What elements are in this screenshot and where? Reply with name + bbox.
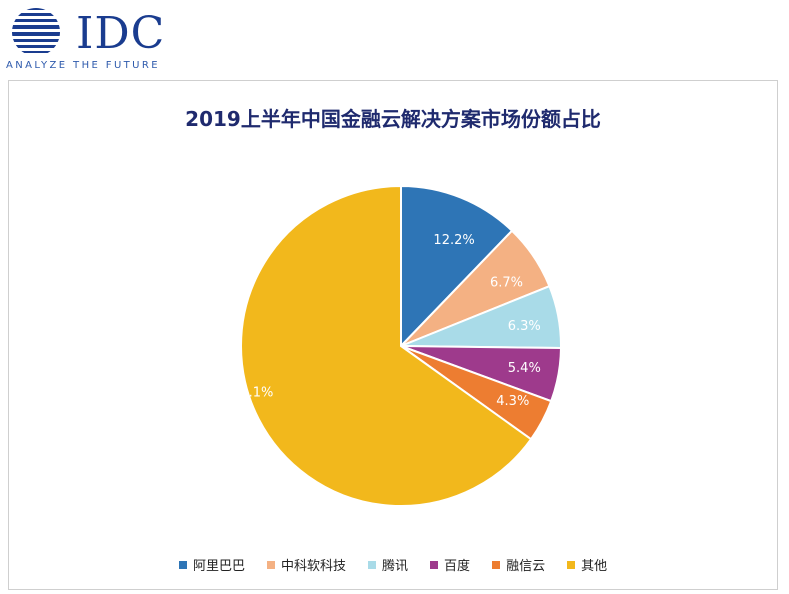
legend-item-1: 中科软科技 [267, 555, 346, 574]
legend-item-5: 其他 [567, 555, 607, 574]
slice-label-5: 65.1% [232, 385, 273, 400]
legend-label: 百度 [444, 559, 471, 574]
slice-label-0: 12.2% [433, 233, 474, 248]
legend-item-0: 阿里巴巴 [179, 555, 245, 574]
legend-item-4: 融信云 [492, 555, 545, 574]
legend-label: 其他 [581, 559, 608, 574]
chart-legend: 阿里巴巴 中科软科技 腾讯 百度 融信云 其他 [179, 555, 607, 574]
legend-swatch [492, 560, 501, 569]
slice-label-2: 6.3% [508, 319, 541, 334]
legend-label: 中科软科技 [281, 559, 347, 574]
slice-label-3: 5.4% [508, 361, 541, 376]
chart-frame: 2019上半年中国金融云解决方案市场份额占比 12.2% 6.7% 6.3% 5.4%… [8, 80, 778, 590]
legend-swatch [368, 560, 377, 569]
slice-label-1: 6.7% [490, 276, 523, 291]
legend-swatch [430, 560, 439, 569]
legend-swatch [567, 560, 576, 569]
chart-title: 2019上半年中国金融云解决方案市场份额占比 [185, 107, 601, 131]
legend-item-2: 腾讯 [368, 555, 408, 574]
legend-swatch [179, 560, 187, 569]
pie-slice-0 [400, 184, 514, 349]
pie-chart: 12.2% 6.7% 6.3% 5.4% 4.3% 65.1% [232, 184, 562, 507]
legend-swatch [267, 560, 276, 569]
legend-label: 阿里巴巴 [193, 559, 246, 574]
idc-globe-icon [12, 8, 60, 53]
legend-label: 融信云 [506, 559, 546, 574]
brand-tagline: ANALYZE THE FUTURE [6, 60, 160, 71]
legend-label: 腾讯 [382, 559, 409, 574]
idc-logo: IDC ANALYZE THE FUTURE [6, 6, 206, 76]
slice-label-4: 4.3% [496, 394, 529, 409]
brand-name: IDC [76, 8, 166, 59]
pie-slice-5 [240, 184, 533, 507]
legend-item-3: 百度 [430, 555, 470, 574]
